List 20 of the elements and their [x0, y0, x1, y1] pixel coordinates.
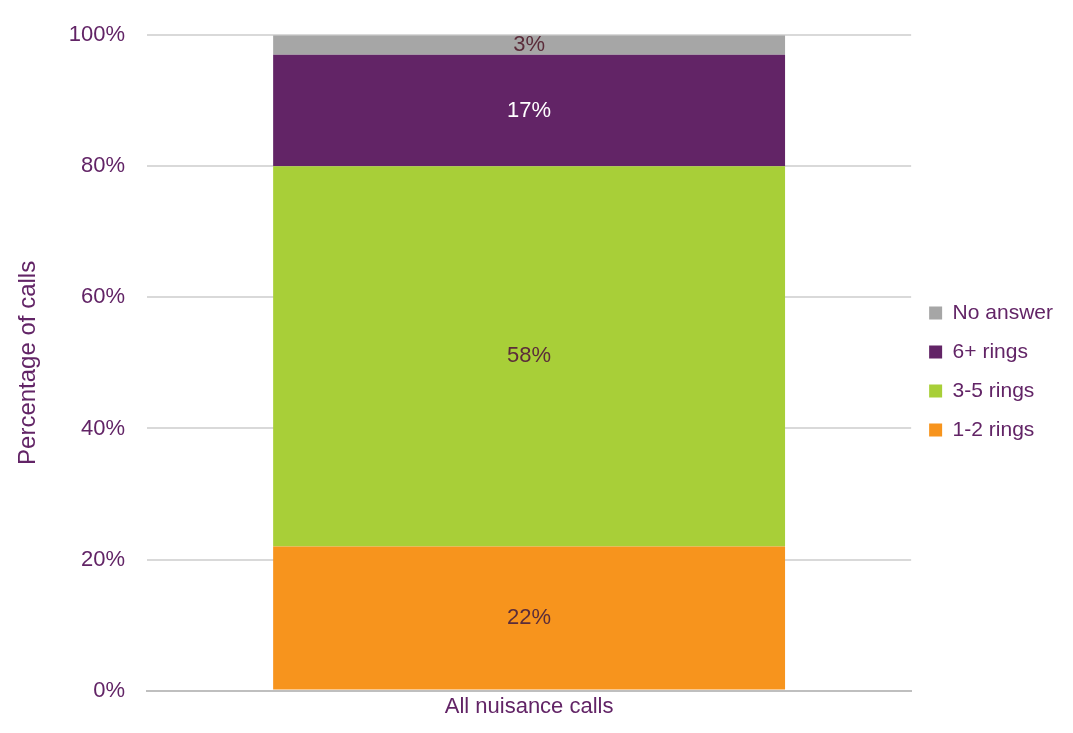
- data-label: 17%: [507, 96, 552, 122]
- x-tick-label: All nuisance calls: [444, 692, 614, 718]
- bar: [273, 54, 786, 167]
- y-tick-label: 20%: [81, 545, 126, 571]
- data-label: 58%: [507, 342, 552, 368]
- y-tick-label: 80%: [81, 152, 126, 178]
- y-tick-label: 40%: [81, 414, 126, 440]
- y-tick-label: 0%: [93, 676, 126, 702]
- data-label: 22%: [507, 604, 552, 630]
- legend-label: No answer: [952, 299, 1054, 323]
- bar: [273, 35, 786, 55]
- legend-label: 1-2 rings: [952, 416, 1035, 440]
- legend-label: 6+ rings: [952, 338, 1028, 362]
- bar: [273, 166, 786, 547]
- legend-label: 3-5 rings: [952, 377, 1035, 401]
- data-label: 3%: [513, 31, 545, 57]
- bar: [273, 546, 786, 690]
- y-tick-label: 100%: [68, 21, 126, 47]
- y-tick-label: 60%: [81, 283, 126, 309]
- y-axis-title: Percentage of calls: [13, 260, 41, 465]
